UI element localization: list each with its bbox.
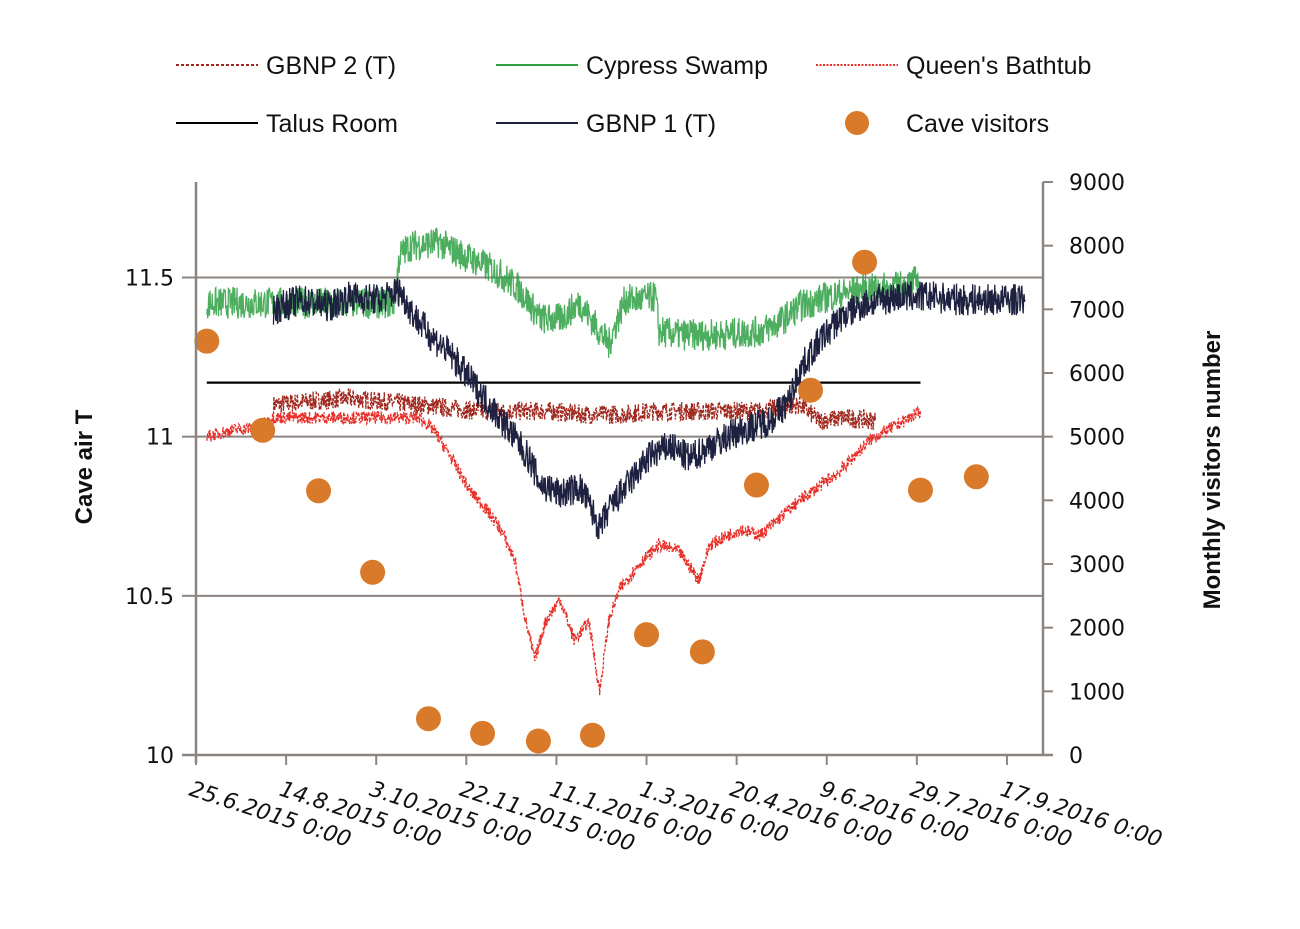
y2-tick-label: 5000 [1069, 426, 1125, 451]
y2-tick-label: 4000 [1069, 489, 1125, 514]
visitors-point [852, 249, 878, 275]
y2-tick-label: 0 [1069, 744, 1083, 769]
visitors-point [525, 728, 551, 754]
y-tick-label: 10 [146, 744, 174, 769]
series-layer [194, 227, 1026, 754]
visitors-point [798, 377, 824, 403]
legend-label-gbnp1: GBNP 1 (T) [586, 110, 716, 138]
visitors-point [689, 639, 715, 665]
y2-tick-label: 2000 [1069, 617, 1125, 642]
visitors-point [907, 477, 933, 503]
visitors-point [194, 328, 220, 354]
legend-swatch-visitors [845, 111, 869, 135]
legend-label-talus: Talus Room [266, 110, 398, 138]
series-line-gbnp-1-t [272, 277, 1026, 540]
visitors-point [634, 622, 660, 648]
y-tick-label: 11.5 [125, 267, 174, 292]
series-line-queen-s-bathtub [206, 406, 922, 696]
visitors-point [470, 720, 496, 746]
legend-label-cypress: Cypress Swamp [586, 52, 768, 80]
y-tick-label: 10.5 [125, 585, 174, 610]
series-line-cypress-swamp [206, 227, 920, 358]
legend-label-gbnp2: GBNP 2 (T) [266, 52, 396, 80]
legend-label-visitors: Cave visitors [906, 110, 1049, 138]
y2-tick-label: 7000 [1069, 298, 1125, 323]
visitors-point [415, 706, 441, 732]
visitors-point [360, 559, 386, 585]
visitors-point [250, 417, 276, 443]
gridlines [196, 276, 1043, 597]
y-tick-label: 11 [146, 426, 174, 451]
y2-tick-label: 6000 [1069, 362, 1125, 387]
visitors-point [579, 722, 605, 748]
y2-tick-label: 9000 [1069, 171, 1125, 196]
legend-label-queens: Queen's Bathtub [906, 52, 1091, 80]
y2-tick-label: 8000 [1069, 235, 1125, 260]
axes: 10 10.5 11 11.5 0 1000 2000 3000 4000 5000 6000 700… [125, 171, 1165, 857]
y2-tick-label: 3000 [1069, 553, 1125, 578]
visitors-point [963, 464, 989, 490]
y2-tick-label: 1000 [1069, 680, 1125, 705]
visitors-point [306, 478, 332, 504]
series-line-gbnp-2-t [272, 387, 877, 431]
y-axis-title: Cave air T [71, 409, 98, 524]
y2-axis-title: Monthly visitors number [1199, 331, 1226, 610]
legend: GBNP 2 (T) Cypress Swamp Queen's Bathtub… [176, 52, 1091, 138]
visitors-point [743, 472, 769, 498]
